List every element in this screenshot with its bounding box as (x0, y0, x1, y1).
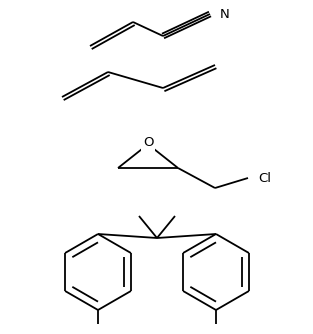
Text: N: N (220, 7, 230, 20)
Text: O: O (143, 137, 153, 150)
Text: Cl: Cl (258, 171, 271, 184)
